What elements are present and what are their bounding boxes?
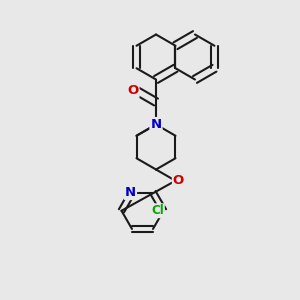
Text: N: N xyxy=(150,118,162,131)
Text: N: N xyxy=(125,186,136,199)
Text: Cl: Cl xyxy=(151,204,164,217)
Text: O: O xyxy=(173,174,184,187)
Text: O: O xyxy=(127,84,139,97)
